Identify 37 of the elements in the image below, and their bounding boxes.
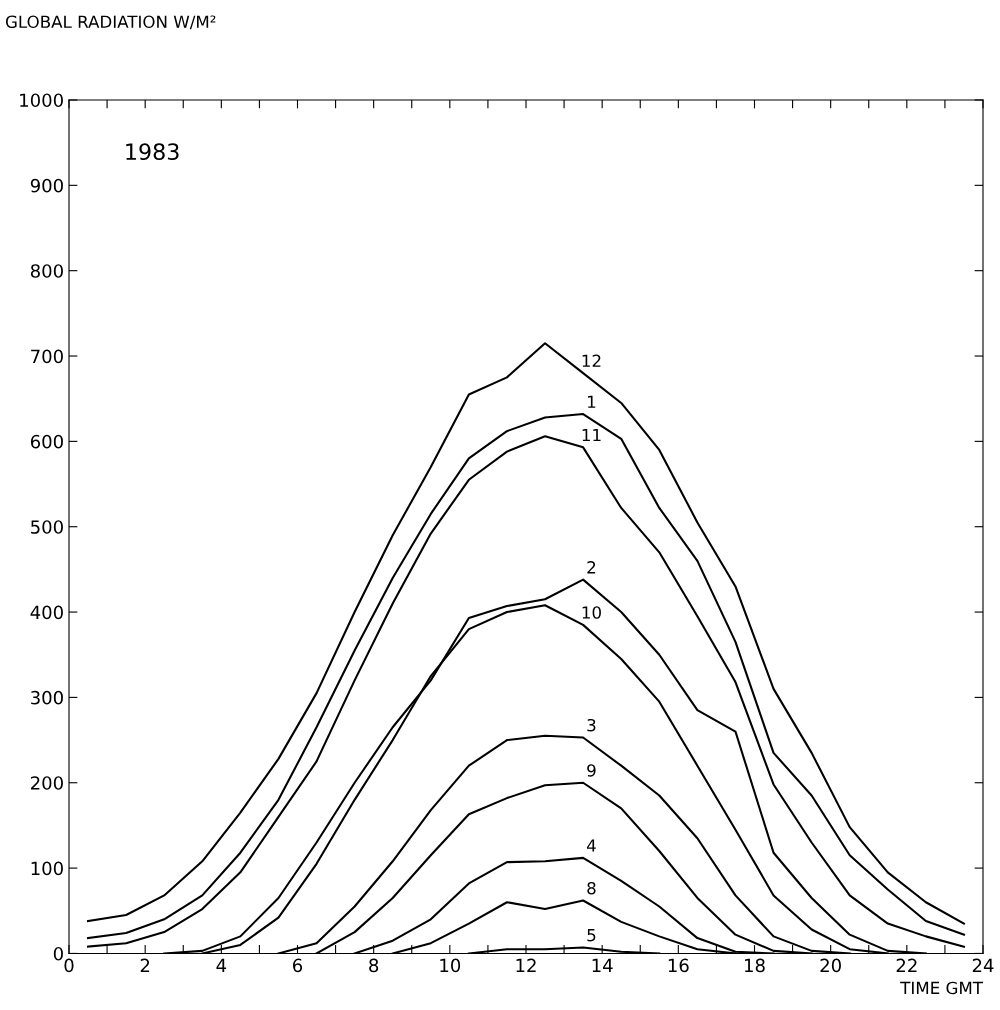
y-tick-label: 0 — [53, 946, 63, 961]
y-tick-label: 100 — [31, 861, 63, 876]
x-tick-label: 18 — [745, 958, 765, 973]
x-tick-label: 2 — [140, 958, 150, 973]
series-label: 9 — [587, 764, 596, 777]
x-tick-label: 4 — [216, 958, 227, 973]
series-label: 1 — [587, 395, 596, 408]
x-tick-label: 10 — [440, 958, 461, 973]
series-label: 5 — [587, 929, 596, 942]
x-tick-label: 20 — [820, 958, 841, 973]
series-label: 12 — [582, 354, 601, 367]
x-tick-label: 16 — [668, 958, 689, 973]
x-tick-label: 12 — [516, 958, 536, 973]
x-tick-label: 24 — [972, 958, 994, 973]
series-label: 4 — [586, 839, 596, 852]
y-tick-label: 600 — [30, 434, 63, 449]
x-axis-title: TIME GMT — [900, 981, 984, 995]
x-tick-label: 6 — [293, 958, 303, 973]
x-tick-label: 14 — [592, 958, 613, 973]
series-label: 11 — [582, 428, 601, 442]
x-tick-label: 8 — [369, 958, 379, 973]
x-tick-label: 22 — [896, 958, 917, 973]
annotation: 1983 — [126, 143, 179, 161]
x-tick-label: 0 — [64, 958, 74, 973]
series-label: 3 — [587, 718, 596, 732]
y-tick-label: 800 — [30, 264, 63, 278]
y-tick-label: 400 — [30, 605, 63, 620]
y-tick-label: 900 — [30, 178, 63, 193]
y-axis-title: GLOBAL RADIATION W/M² — [5, 15, 216, 30]
y-tick-label: 300 — [31, 690, 63, 705]
series-label: 2 — [587, 561, 596, 574]
series-label: 10 — [582, 606, 601, 619]
y-tick-label: 200 — [31, 776, 63, 790]
y-tick-label: 500 — [31, 520, 63, 534]
y-tick-label: 1000 — [20, 93, 63, 108]
y-tick-label: 700 — [31, 349, 63, 364]
series-label: 8 — [587, 881, 596, 895]
